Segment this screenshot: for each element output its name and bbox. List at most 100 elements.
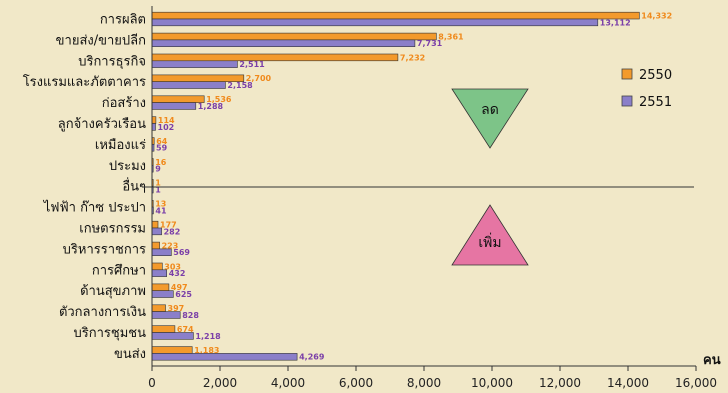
data-label-2550: 13 (155, 200, 166, 209)
category-label: บริหารราชการ (63, 242, 146, 257)
bar-2551 (151, 18, 599, 27)
category-label: ด้านสุขภาพ (80, 284, 146, 299)
data-label-2551: 625 (175, 290, 192, 299)
category-labels: การผลิตขายส่ง/ขายปลีกบริการธุรกิจโรงแรมแ… (23, 13, 146, 362)
data-label-2550: 303 (164, 262, 181, 271)
data-label-2550: 1,183 (194, 346, 219, 355)
data-label-2550: 177 (160, 221, 177, 230)
category-label: ขนส่ง (114, 347, 146, 362)
legend-label-2550: 2550 (639, 68, 672, 83)
data-label-2551: 41 (155, 206, 167, 215)
increase-triangle (451, 204, 529, 266)
category-label: ไฟฟ้า ก๊าซ ประปา (43, 200, 146, 216)
x-axis-unit: คน (703, 353, 721, 368)
x-tick-label: 10,000 (471, 376, 513, 390)
bar-2551 (151, 290, 174, 298)
category-label: อื่นๆ (122, 178, 146, 195)
data-label-2551: 9 (155, 165, 161, 174)
bar-2550 (151, 325, 176, 333)
decrease-label: ลด (481, 102, 499, 118)
category-label: ตัวกลางการเงิน (59, 305, 146, 320)
legend-swatch-2550 (621, 68, 633, 80)
bar-2551 (151, 39, 416, 48)
legend: 2550 2551 (621, 68, 672, 110)
bar-2550 (151, 116, 157, 124)
category-label: เหมืองแร่ (95, 137, 146, 153)
legend-swatch-2551 (621, 95, 633, 107)
data-label-2550: 1 (155, 179, 161, 188)
data-label-2551: 569 (173, 248, 190, 257)
category-label: การผลิต (100, 13, 146, 28)
decrease-annotation: ลด (451, 88, 529, 149)
data-label-2550: 2,700 (246, 74, 272, 83)
data-label-2550: 674 (177, 325, 194, 334)
x-tick-label: 14,000 (607, 376, 649, 390)
bar-2550 (151, 241, 160, 250)
category-label: บริการธุรกิจ (78, 54, 146, 69)
increase-label: เพิ่ม (478, 233, 501, 251)
data-label-2551: 102 (158, 123, 175, 132)
bar-2550 (151, 304, 166, 312)
data-label-2551: 13,112 (600, 18, 631, 27)
category-label: เกษตรกรรม (79, 222, 146, 237)
category-label: ก่อสร้าง (102, 96, 146, 111)
bar-2551 (151, 102, 197, 110)
bar-2550 (151, 53, 399, 62)
category-label: การศึกษา (92, 263, 146, 278)
data-label-2551: 1,288 (198, 102, 224, 111)
x-axis: 0 2,000 4,000 6,000 8,000 10,000 12,000 14,000 1… (148, 6, 717, 390)
legend-label-2551: 2551 (639, 95, 672, 110)
category-label: โรงแรมและภัตตาคาร (23, 74, 146, 90)
x-tick-label: 16,000 (675, 376, 717, 390)
data-label-2551: 7,731 (417, 39, 443, 48)
data-label-2551: 2,158 (227, 81, 253, 90)
x-tick-label: 0 (148, 376, 156, 390)
data-label-2550: 397 (168, 304, 185, 313)
data-label-2550: 1,536 (206, 95, 232, 104)
decrease-triangle (451, 88, 529, 149)
data-label-2551: 828 (182, 311, 199, 320)
data-label-2550: 7,232 (400, 53, 425, 62)
bar-2550 (151, 283, 170, 291)
x-tick-label: 8,000 (407, 376, 441, 390)
bar-2551 (151, 123, 156, 131)
bar-2551 (151, 332, 194, 340)
data-label-2550: 114 (158, 116, 175, 125)
data-label-2551: 1 (155, 186, 161, 195)
category-label: ประมง (109, 159, 146, 174)
bar-2551 (151, 81, 226, 89)
data-label-2550: 223 (162, 241, 179, 250)
x-tick-label: 12,000 (539, 376, 581, 390)
data-label-2551: 2,511 (239, 60, 265, 69)
bar-2551 (151, 248, 172, 256)
bar-2550 (151, 220, 159, 229)
increase-annotation: เพิ่ม (451, 204, 529, 266)
data-label-2551: 432 (169, 269, 186, 278)
bar-2550 (151, 95, 205, 103)
category-label: ลูกจ้างครัวเรือน (58, 116, 146, 132)
data-label-2550: 8,361 (438, 32, 464, 41)
bar-2551 (151, 353, 298, 361)
data-label-2550: 64 (156, 137, 168, 146)
data-label-2550: 497 (171, 283, 188, 292)
data-label-2550: 14,332 (641, 12, 672, 21)
bar-2551 (151, 269, 167, 277)
data-label-2550: 16 (155, 158, 167, 167)
bar-2551 (151, 311, 181, 319)
category-label: ขายส่ง/ขายปลีก (56, 32, 146, 48)
data-label-2551: 282 (164, 227, 181, 236)
x-tick-label: 4,000 (271, 376, 305, 390)
bar-2551 (151, 227, 162, 236)
bar-2550 (151, 32, 437, 41)
data-label-2551: 4,269 (299, 353, 325, 362)
bar-2550 (151, 11, 640, 20)
data-label-2551: 59 (156, 144, 168, 153)
x-tick-label: 2,000 (203, 376, 237, 390)
bar-2551 (151, 60, 238, 68)
category-label: บริการชุมชน (74, 326, 147, 341)
bar-2550 (151, 262, 163, 271)
data-label-2551: 1,218 (195, 332, 221, 341)
